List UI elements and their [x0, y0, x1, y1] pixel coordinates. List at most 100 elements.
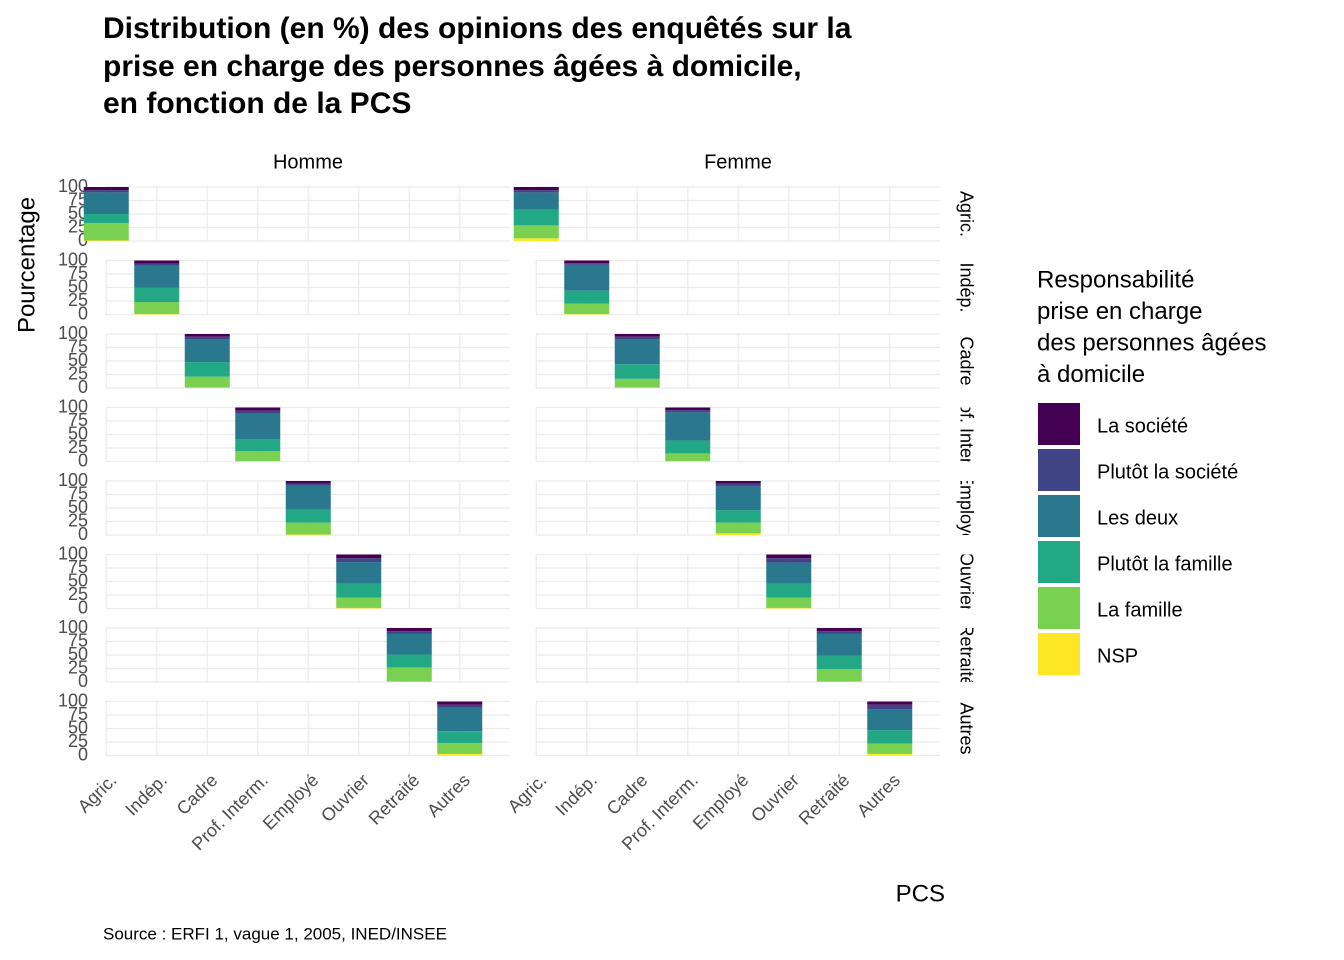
caption: Source : ERFI 1, vague 1, 2005, INED/INS… [103, 924, 447, 943]
bar-segment [867, 701, 913, 705]
legend-label: Plutôt la famille [1097, 553, 1233, 575]
bar-segment [184, 339, 230, 363]
bar-segment [665, 440, 711, 454]
y-tick-label: 100 [58, 617, 88, 637]
x-tick-label: Indép. [121, 770, 171, 820]
y-tick-label: 25 [68, 216, 88, 236]
bar-segment [766, 562, 812, 584]
x-tick-label: Cadre [173, 770, 222, 819]
bar-segment [285, 481, 331, 484]
legend-title: prise en charge [1037, 298, 1202, 325]
y-tick-label: 100 [58, 470, 88, 490]
bar-segment [513, 192, 559, 210]
y-tick-label: 75 [68, 557, 88, 577]
y-axis-label: Pourcentage [13, 197, 40, 333]
bar-segment [235, 460, 281, 462]
bar-segment [437, 753, 483, 756]
bar-segment [867, 704, 913, 710]
y-tick-label: 0 [78, 671, 88, 691]
bar-segment [134, 287, 180, 303]
legend-label: La famille [1097, 599, 1183, 621]
bar-segment [564, 260, 610, 264]
x-tick-label: Cadre [603, 770, 652, 819]
x-tick-label: Employé [689, 770, 753, 834]
chart-title: prise en charge des personnes âgées à do… [103, 50, 802, 83]
bar-segment [134, 313, 180, 315]
bar-segment [285, 534, 331, 535]
bar-segment [614, 378, 660, 388]
bar-segment [564, 290, 610, 304]
bar-segment [386, 654, 432, 668]
x-tick-label: Retraité [795, 770, 854, 829]
bar-segment [614, 334, 660, 337]
y-tick-label: 75 [68, 410, 88, 430]
legend-key [1038, 449, 1080, 491]
y-tick-label: 75 [68, 483, 88, 503]
bar-segment [235, 413, 281, 440]
bar-segment [867, 743, 913, 754]
facet-label: Retraité [956, 623, 976, 686]
y-tick-label: 25 [68, 731, 88, 751]
y-tick-label: 25 [68, 290, 88, 310]
y-tick-label: 50 [68, 203, 88, 223]
bar-segment [766, 597, 812, 608]
y-tick-label: 100 [58, 543, 88, 563]
y-tick-label: 100 [58, 690, 88, 710]
facet-label: Homme [273, 151, 343, 173]
bar-segment [437, 704, 483, 708]
bar-segment [336, 607, 382, 609]
bar-segment [513, 190, 559, 193]
y-tick-label: 0 [78, 597, 88, 617]
y-tick-label: 0 [78, 303, 88, 323]
bar-segment [513, 209, 559, 226]
bar-segment [614, 364, 660, 379]
bar-segment [564, 263, 610, 265]
y-tick-label: 0 [78, 450, 88, 470]
bar-segment [715, 486, 761, 511]
legend-key [1038, 587, 1080, 629]
bar-segment [235, 410, 281, 414]
legend-key [1038, 541, 1080, 583]
bar-segment [134, 265, 180, 288]
facet-label: Ouvrier [956, 552, 976, 611]
bar-segment [766, 583, 812, 598]
legend-key [1038, 633, 1080, 675]
bar-segment [564, 313, 610, 315]
bar-segment [336, 597, 382, 608]
y-tick-label: 50 [68, 570, 88, 590]
bar-segment [766, 607, 812, 609]
y-tick-label: 25 [68, 363, 88, 383]
y-tick-label: 100 [58, 176, 88, 196]
bar-segment [513, 238, 559, 241]
bar-segment [83, 192, 129, 214]
facet-label: Cadre [956, 336, 976, 385]
facet-label: Employé [956, 473, 976, 543]
legend-key [1038, 495, 1080, 537]
y-tick-label: 25 [68, 437, 88, 457]
bar-segment [513, 225, 559, 239]
bar-segment [235, 407, 281, 411]
bar-segment [83, 223, 129, 241]
x-tick-label: Retraité [365, 770, 424, 829]
legend-label: NSP [1097, 645, 1138, 667]
y-tick-label: 50 [68, 276, 88, 296]
bar-segment [336, 558, 382, 563]
y-tick-label: 0 [78, 524, 88, 544]
x-tick-label: Ouvrier [317, 770, 373, 826]
bar-segment [386, 633, 432, 655]
x-tick-label: Agric. [74, 770, 121, 817]
y-tick-label: 75 [68, 189, 88, 209]
bar-segment [564, 264, 610, 291]
legend-label: Plutôt la société [1097, 461, 1238, 483]
chart-title: Distribution (en %) des opinions des enq… [103, 12, 852, 45]
bar-segment [614, 387, 660, 388]
y-tick-label: 100 [58, 249, 88, 269]
bar-segment [285, 509, 331, 523]
bar-segment [665, 407, 711, 411]
bar-segment [184, 336, 230, 340]
bar-segment [715, 481, 761, 484]
x-tick-label: Employé [259, 770, 323, 834]
bar-segment [816, 628, 862, 632]
facet-label: Autres [956, 702, 976, 754]
bar-segment [665, 453, 711, 461]
